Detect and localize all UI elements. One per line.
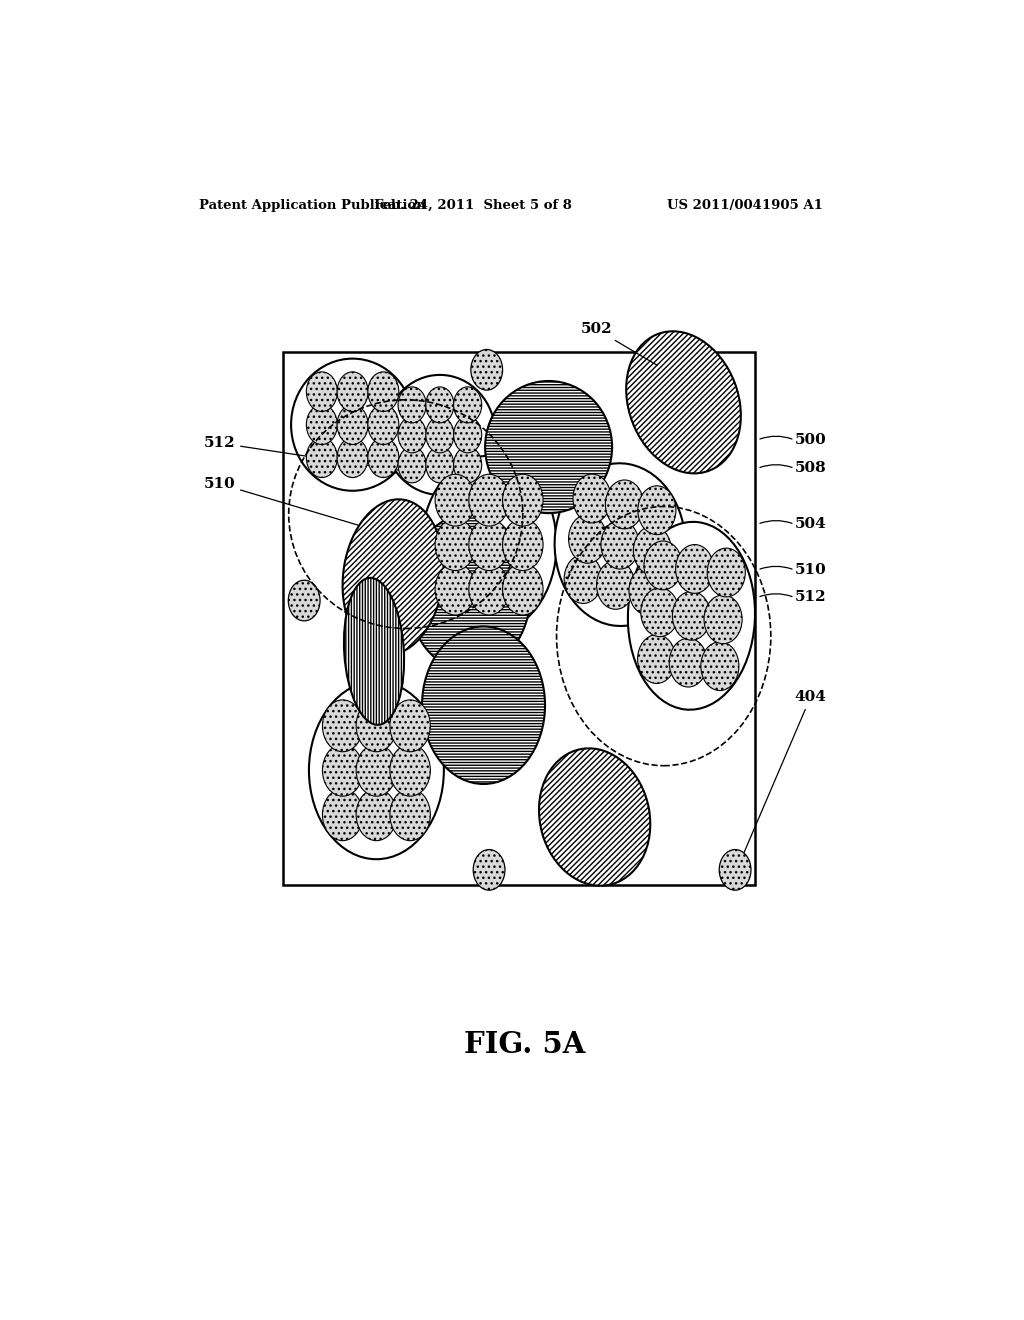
Ellipse shape (705, 595, 742, 644)
Ellipse shape (344, 578, 404, 725)
Ellipse shape (356, 744, 396, 796)
Ellipse shape (605, 480, 643, 529)
Ellipse shape (670, 638, 708, 686)
Text: 502: 502 (581, 322, 657, 366)
Ellipse shape (337, 372, 368, 412)
Ellipse shape (676, 545, 714, 594)
Ellipse shape (435, 519, 475, 570)
Ellipse shape (323, 789, 362, 841)
Ellipse shape (435, 564, 475, 615)
Ellipse shape (601, 520, 639, 569)
Ellipse shape (291, 359, 414, 491)
Ellipse shape (306, 405, 337, 445)
Text: 512: 512 (204, 436, 404, 471)
Ellipse shape (306, 438, 337, 478)
Ellipse shape (337, 438, 368, 478)
Ellipse shape (323, 700, 362, 751)
Text: 500: 500 (795, 433, 826, 447)
Ellipse shape (564, 554, 602, 603)
Ellipse shape (555, 463, 685, 626)
Ellipse shape (323, 744, 362, 796)
Bar (283, 351, 755, 886)
Ellipse shape (503, 564, 543, 615)
Text: Patent Application Publication: Patent Application Publication (200, 198, 426, 211)
Ellipse shape (471, 350, 503, 391)
Text: US 2011/0041905 A1: US 2011/0041905 A1 (667, 198, 822, 211)
Ellipse shape (485, 381, 612, 513)
Text: Feb. 24, 2011  Sheet 5 of 8: Feb. 24, 2011 Sheet 5 of 8 (375, 198, 572, 211)
Ellipse shape (398, 417, 426, 453)
Ellipse shape (627, 331, 740, 474)
Ellipse shape (638, 486, 676, 535)
Text: 512: 512 (795, 590, 826, 605)
Ellipse shape (634, 527, 672, 576)
Ellipse shape (398, 447, 426, 483)
Ellipse shape (454, 417, 481, 453)
Ellipse shape (719, 850, 751, 890)
Ellipse shape (422, 455, 557, 634)
Ellipse shape (628, 521, 755, 710)
Ellipse shape (503, 519, 543, 570)
Ellipse shape (390, 744, 430, 796)
Ellipse shape (503, 474, 543, 527)
Ellipse shape (368, 372, 398, 412)
Ellipse shape (356, 700, 396, 751)
Ellipse shape (398, 387, 426, 422)
Ellipse shape (469, 564, 509, 615)
Ellipse shape (638, 635, 676, 684)
Text: 510: 510 (795, 564, 826, 577)
Ellipse shape (454, 447, 481, 483)
Ellipse shape (368, 405, 398, 445)
Text: FIG. 5A: FIG. 5A (464, 1030, 586, 1059)
Ellipse shape (309, 681, 443, 859)
Ellipse shape (422, 627, 545, 784)
Ellipse shape (390, 789, 430, 841)
Ellipse shape (343, 499, 443, 655)
Ellipse shape (356, 789, 396, 841)
Ellipse shape (597, 561, 635, 610)
Ellipse shape (337, 405, 368, 445)
Ellipse shape (408, 513, 530, 671)
Text: 510: 510 (204, 477, 359, 525)
Ellipse shape (426, 417, 454, 453)
Ellipse shape (454, 387, 481, 422)
Ellipse shape (469, 474, 509, 527)
Ellipse shape (644, 541, 682, 590)
Text: 404: 404 (738, 690, 826, 866)
Ellipse shape (539, 748, 650, 886)
Ellipse shape (473, 850, 505, 890)
Ellipse shape (641, 587, 679, 636)
Ellipse shape (306, 372, 337, 412)
Text: 504: 504 (795, 517, 826, 532)
Ellipse shape (435, 474, 475, 527)
Ellipse shape (708, 548, 745, 597)
Ellipse shape (289, 581, 321, 620)
Ellipse shape (573, 474, 611, 523)
Text: 508: 508 (795, 462, 826, 475)
Ellipse shape (469, 519, 509, 570)
Ellipse shape (390, 700, 430, 751)
Ellipse shape (629, 566, 667, 615)
Ellipse shape (673, 591, 711, 640)
Ellipse shape (700, 642, 739, 690)
Ellipse shape (568, 515, 606, 564)
Ellipse shape (368, 438, 398, 478)
Ellipse shape (426, 447, 454, 483)
Ellipse shape (384, 375, 496, 495)
Ellipse shape (426, 387, 454, 422)
